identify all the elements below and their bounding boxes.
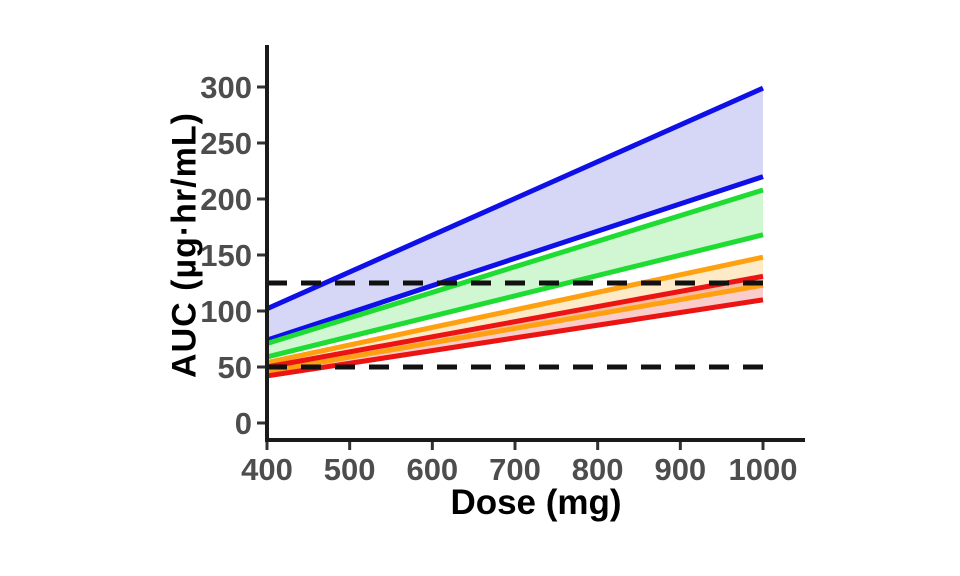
x-tick-label-800: 800: [572, 452, 624, 487]
y-tick-label-100: 100: [200, 294, 252, 329]
x-tick-label-500: 500: [324, 452, 376, 487]
x-tick-label-700: 700: [489, 452, 541, 487]
x-tick-label-600: 600: [406, 452, 458, 487]
y-tick-label-250: 250: [200, 126, 252, 161]
blue-band-fill: [267, 88, 763, 341]
y-tick-label-150: 150: [200, 238, 252, 273]
blue-band-lower-line: [266, 174, 764, 343]
y-tick-label-0: 0: [235, 406, 252, 441]
blue-band-upper-line: [265, 85, 765, 312]
green-band-upper-line: [266, 187, 764, 346]
red-band-upper-line: [266, 273, 764, 370]
green-band-fill: [267, 190, 763, 357]
orange-band-lower-line: [266, 282, 764, 374]
red-band-lower-line: [266, 297, 764, 379]
x-tick-label-400: 400: [241, 452, 293, 487]
y-tick-label-300: 300: [200, 70, 252, 105]
orange-band-upper-line: [266, 254, 764, 365]
y-tick-label-200: 200: [200, 182, 252, 217]
x-axis-title: Dose (mg): [450, 483, 622, 522]
y-axis-title: AUC (µg·hr/mL): [165, 112, 204, 378]
y-tick-label-50: 50: [218, 350, 252, 385]
green-band-lower-line: [266, 232, 764, 360]
x-tick-label-900: 900: [654, 452, 706, 487]
x-tick-label-1000: 1000: [729, 452, 798, 487]
